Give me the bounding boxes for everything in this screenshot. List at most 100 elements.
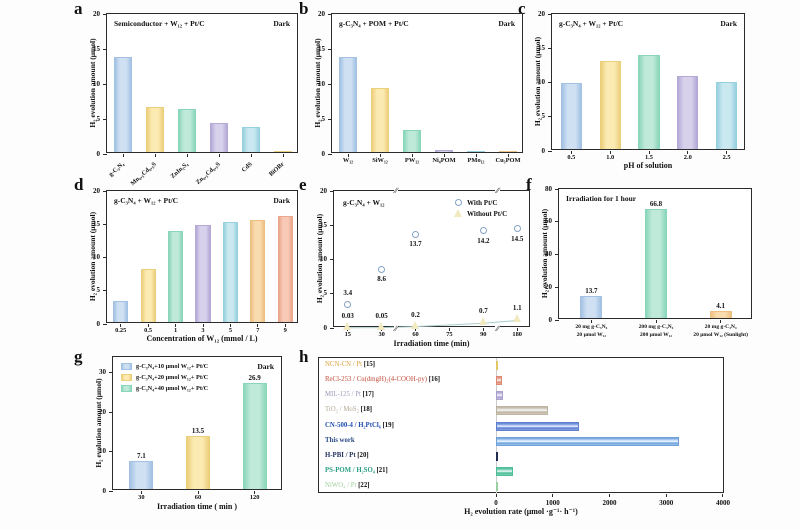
x-tick-mark	[122, 154, 124, 157]
y-tick-label: 15	[320, 220, 327, 229]
y-tick-mark	[548, 116, 552, 118]
category-label: This work	[325, 436, 355, 444]
x-tick-mark	[347, 154, 349, 157]
y-tick-mark	[109, 372, 113, 374]
point-label: 14.2	[477, 236, 490, 245]
x-tick-mark	[284, 324, 286, 327]
bar	[709, 311, 732, 318]
bar	[113, 301, 129, 322]
y-tick-label: 15	[93, 219, 100, 228]
y-tick-label: 20	[318, 9, 325, 18]
x-tick-mark	[720, 320, 722, 323]
panel-e-plot: 0 5 10 15 20 15 30 60 75 90 180 ∕∕ ∕∕ ∕∕ ∕∕ 3.4 8.6 13.7 1…	[320, 186, 530, 338]
y-tick-mark	[103, 190, 107, 192]
value-label: 13.5	[191, 426, 205, 435]
legend-label: With Pt/C	[467, 199, 498, 207]
y-tick-mark	[328, 13, 332, 15]
x-tick-label: 60	[194, 494, 202, 501]
bar	[146, 106, 164, 152]
bar	[645, 208, 667, 318]
y-tick-label: 5	[541, 112, 546, 121]
value-label: 7.1	[136, 452, 146, 461]
y-tick-label: 10	[93, 253, 100, 261]
y-tick-mark	[555, 286, 559, 288]
x-tick-label: 2.5	[722, 154, 731, 161]
x-tick-mark	[147, 324, 149, 327]
x-tick-mark	[415, 328, 417, 331]
legend-marker-triangle	[454, 209, 462, 217]
x-tick-label: 1	[173, 327, 178, 334]
x-tick-label: 5	[228, 327, 233, 334]
panel-letter-d: d	[74, 175, 84, 194]
reference-number: [17]	[360, 391, 374, 399]
bar	[339, 56, 357, 152]
x-tick-label: 90	[480, 331, 487, 338]
bar	[195, 224, 211, 322]
y-tick-label: 30	[99, 368, 106, 377]
y-tick-label: 5	[321, 114, 326, 123]
x-tick-mark	[726, 151, 728, 154]
x-tick-mark	[482, 328, 484, 331]
panel-d-xtitle: Concentration of W₁₂ (mmol / L)	[146, 334, 258, 343]
y-tick-label: 20	[99, 407, 106, 416]
x-tick-mark	[495, 494, 497, 497]
y-tick-label: 10	[538, 78, 545, 86]
y-tick-label: 10	[320, 255, 327, 263]
y-tick-label: 20	[320, 186, 327, 195]
data-point-circle	[513, 225, 521, 233]
x-tick-mark	[448, 328, 450, 331]
reference-number: [18]	[358, 406, 372, 414]
y-tick-mark	[103, 153, 107, 155]
dark-label: Dark	[273, 196, 290, 205]
category-label: PS-POM / H₂SO₄ [21]	[325, 466, 388, 474]
y-tick-label: 0	[548, 315, 553, 324]
y-tick-mark	[103, 290, 107, 292]
y-tick-label: 10	[93, 79, 100, 88]
y-tick-label: 0	[323, 323, 328, 332]
y-tick-label: 15	[318, 44, 325, 53]
x-tick-mark	[254, 491, 256, 494]
bar	[274, 150, 292, 152]
y-tick-label: 15	[538, 43, 545, 52]
legend-label: g-C₃N₄+20 μmol W₁₂+ Pt/C	[136, 374, 209, 381]
x-tick-label: 9	[283, 327, 287, 334]
bar	[580, 295, 603, 318]
reference-number: [21]	[374, 466, 388, 474]
reference-number: [20]	[355, 451, 369, 459]
point-label: 0.7	[478, 307, 488, 316]
y-tick-mark	[328, 48, 332, 50]
bar	[499, 150, 517, 152]
y-tick-label: 80	[545, 184, 552, 193]
y-tick-mark	[103, 323, 107, 325]
bar	[168, 230, 184, 322]
y-tick-label: 15	[93, 44, 100, 53]
y-tick-label: 5	[96, 286, 101, 295]
x-tick-label: 2.0	[683, 154, 692, 161]
x-tick-mark	[379, 154, 381, 157]
bar	[114, 56, 132, 152]
x-tick-label: 15	[344, 331, 351, 338]
dark-label: Dark	[498, 19, 515, 28]
panel-e-xtitle: Irradiation time (min)	[393, 339, 470, 348]
y-tick-label: 10	[318, 79, 325, 88]
y-tick-label: 5	[323, 289, 328, 298]
legend-label: g-C₃N₄+10 μmol W₁₂+ Pt/C	[136, 363, 209, 370]
category-label: H-PBI / Pt [20]	[325, 451, 369, 459]
y-tick-mark	[103, 223, 107, 225]
reference-number: [19]	[380, 421, 394, 429]
x-tick-label: 0.25	[115, 327, 127, 334]
x-tick-mark	[218, 154, 220, 157]
y-tick-mark	[548, 82, 552, 83]
bar	[435, 149, 453, 152]
x-tick-label: PW₁₂	[404, 157, 420, 164]
y-tick-label: 5	[96, 114, 101, 123]
bar	[599, 60, 621, 149]
point-label: 1.1	[512, 304, 522, 313]
chart-title: Irradiation for 1 hour	[566, 194, 637, 203]
data-point-triangle	[512, 314, 521, 323]
y-tick-mark	[109, 451, 113, 453]
y-tick-label: 10	[99, 447, 106, 456]
bar	[371, 87, 389, 152]
x-tick-label: 20 mg g-C₃N₄	[704, 324, 737, 330]
